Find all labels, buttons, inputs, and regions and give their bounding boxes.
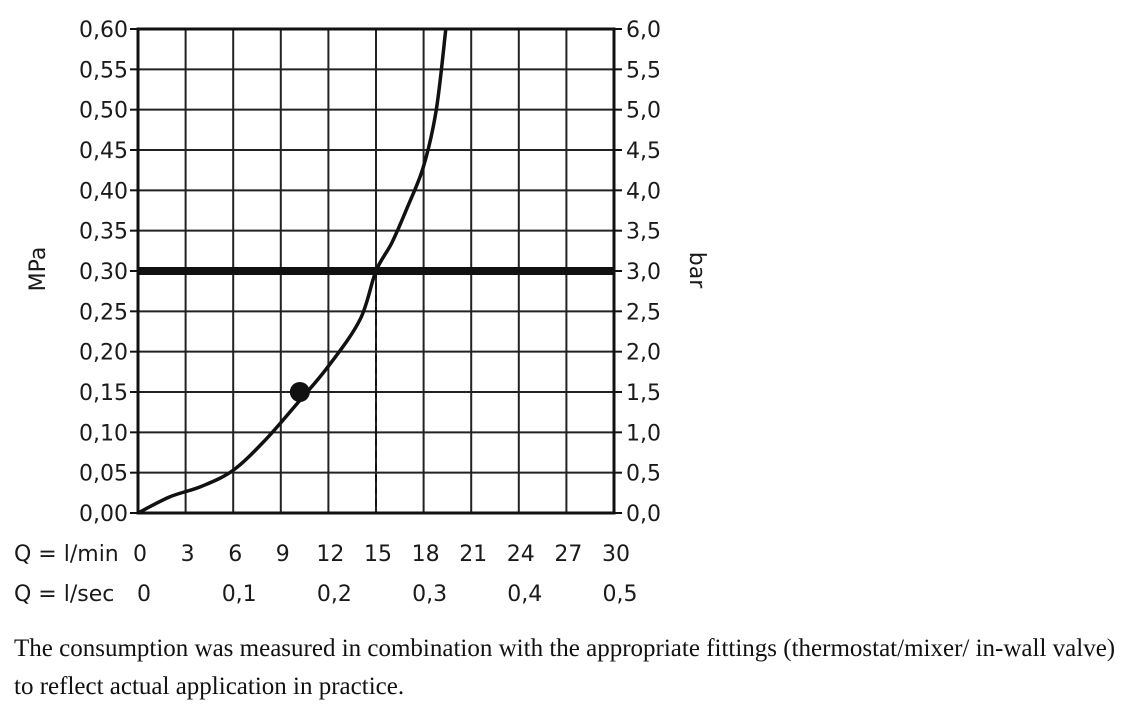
y-right-tick-label: 2,0 — [626, 341, 661, 366]
y-right-ticks: 0,0 0,5 1,0 1,5 2,0 2,5 3,0 3,5 4,0 4,5 5,0 5,5 6,0 — [614, 18, 661, 527]
y-left-tick-label: 0,20 — [79, 341, 128, 366]
y-left-tick-label: 0,15 — [79, 381, 128, 406]
flow-pressure-chart: 0,000,050,100,150,200,250,300,350,400,45… — [14, 18, 709, 607]
y-left-tick-label: 0,30 — [79, 260, 128, 285]
x-tick-label-lmin: 9 — [276, 542, 290, 567]
y-right-tick-label: 4,0 — [626, 179, 661, 204]
x-tick-label-lmin: 18 — [412, 542, 440, 567]
y-right-tick-label: 1,5 — [626, 381, 661, 406]
y-right-tick-label: 5,5 — [626, 58, 661, 83]
x-tick-label-lmin: 30 — [602, 542, 630, 567]
y-right-tick-label: 4,5 — [626, 139, 661, 164]
y-left-tick-label: 0,00 — [79, 502, 128, 527]
y-right-tick-label: 3,5 — [626, 220, 661, 245]
x-tick-label-lsec: 0,4 — [507, 582, 542, 607]
x-tick-label-lmin: 15 — [364, 542, 392, 567]
x-tick-label-lmin: 12 — [316, 542, 344, 567]
x-tick-label-lmin: 3 — [181, 542, 195, 567]
y-right-tick-label: 0,0 — [626, 502, 661, 527]
y-right-tick-label: 2,5 — [626, 300, 661, 325]
x-tick-label-lmin: 27 — [554, 542, 582, 567]
y-left-tick-label: 0,25 — [79, 300, 128, 325]
y-left-ticks: 0,00 0,05 0,10 0,15 0,20 0,25 0,30 0,35 0,40 0,45… — [79, 18, 138, 527]
y-right-tick-label: 5,0 — [626, 99, 661, 124]
x-tick-label-lsec: 0,1 — [222, 582, 257, 607]
operating-point-marker — [289, 382, 310, 402]
x-ticks-lmin: 0 3 6 9 12 15 18 21 24 27 30 — [133, 542, 630, 567]
y-left-tick-label: 0,55 — [79, 58, 128, 83]
y-left-tick-label: 0,40 — [79, 179, 128, 204]
x-tick-label-lmin: 0 — [133, 542, 147, 567]
y-right-tick-label: 0,5 — [626, 462, 661, 487]
y-left-tick-label: 0,45 — [79, 139, 128, 164]
x-tick-label-lsec: 0,3 — [412, 582, 447, 607]
y-left-axis-label: MPa — [26, 247, 51, 292]
x-axis-label-lsec: Q = l/sec — [14, 582, 114, 607]
x-tick-label-lmin: 21 — [459, 542, 487, 567]
y-left-tick-label: 0,05 — [79, 462, 128, 487]
measurement-note: The consumption was measured in combinat… — [14, 635, 1116, 700]
y-left-tick-label: 0,35 — [79, 220, 128, 245]
y-left-tick-label: 0,10 — [79, 421, 128, 446]
y-right-axis-label: bar — [684, 252, 709, 289]
x-tick-label-lsec: 0,2 — [317, 582, 352, 607]
y-left-tick-label: 0,60 — [79, 18, 128, 43]
x-tick-label-lsec: 0 — [137, 582, 151, 607]
x-ticks-lsec: 0 0,1 0,2 0,3 0,4 0,5 — [137, 582, 638, 607]
x-tick-label-lmin: 24 — [507, 542, 535, 567]
x-axis-label-lmin: Q = l/min — [14, 542, 119, 567]
curve-layer — [137, 28, 448, 515]
flow-pressure-curve — [137, 28, 448, 515]
y-left-tick-label: 0,50 — [79, 99, 128, 124]
x-tick-label-lsec: 0,5 — [603, 582, 638, 607]
y-right-tick-label: 3,0 — [626, 260, 661, 285]
x-tick-label-lmin: 6 — [228, 542, 242, 567]
y-right-tick-label: 1,0 — [626, 421, 661, 446]
y-right-tick-label: 6,0 — [626, 18, 661, 43]
